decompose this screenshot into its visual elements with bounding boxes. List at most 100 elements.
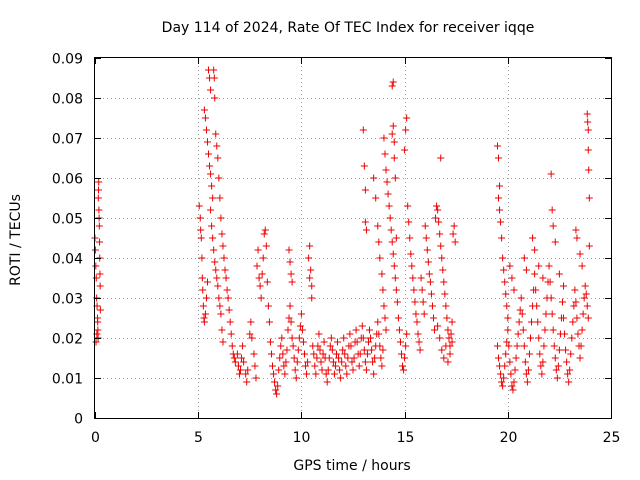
data-point xyxy=(272,386,280,394)
x-axis-label: GPS time / hours xyxy=(293,458,410,474)
data-point xyxy=(287,318,295,326)
data-point xyxy=(219,242,227,250)
data-point xyxy=(235,370,243,378)
data-point xyxy=(217,214,225,222)
data-point xyxy=(267,350,275,358)
data-point xyxy=(363,350,371,358)
data-point xyxy=(278,334,286,342)
data-point xyxy=(535,262,543,270)
data-point xyxy=(209,234,217,242)
data-point xyxy=(528,318,536,326)
data-point xyxy=(538,370,546,378)
data-point xyxy=(196,214,204,222)
data-point xyxy=(286,258,294,266)
data-point xyxy=(217,310,225,318)
data-point xyxy=(364,338,372,346)
data-point xyxy=(207,170,215,178)
data-point xyxy=(316,346,324,354)
data-point xyxy=(238,354,246,362)
data-point xyxy=(285,246,293,254)
data-point xyxy=(285,314,293,322)
data-point xyxy=(256,282,264,290)
data-point xyxy=(95,222,103,230)
data-point xyxy=(446,350,454,358)
data-point xyxy=(403,330,411,338)
data-point xyxy=(310,350,318,358)
data-point xyxy=(562,346,570,354)
data-point xyxy=(314,342,322,350)
data-point xyxy=(550,342,558,350)
data-point xyxy=(94,318,102,326)
data-point xyxy=(195,202,203,210)
data-point xyxy=(202,126,210,134)
data-point xyxy=(500,374,508,382)
data-point xyxy=(573,314,581,322)
data-point xyxy=(576,250,584,258)
data-point xyxy=(325,354,333,362)
y-tick-label: 0.06 xyxy=(52,172,83,188)
data-point xyxy=(298,326,306,334)
data-point xyxy=(403,114,411,122)
data-point xyxy=(372,194,380,202)
data-point xyxy=(412,310,420,318)
y-axis-label: ROTI / TECUs xyxy=(8,194,24,286)
data-point xyxy=(261,226,269,234)
data-point xyxy=(438,254,446,262)
data-point xyxy=(379,286,387,294)
data-point xyxy=(292,374,300,382)
data-point xyxy=(94,326,102,334)
data-point xyxy=(374,222,382,230)
data-point xyxy=(369,358,377,366)
data-point xyxy=(237,366,245,374)
data-point xyxy=(220,254,228,262)
data-point xyxy=(297,310,305,318)
data-point xyxy=(450,222,458,230)
data-point xyxy=(422,234,430,242)
data-point xyxy=(536,350,544,358)
data-point xyxy=(367,334,375,342)
data-point xyxy=(574,330,582,338)
data-point xyxy=(451,238,459,246)
data-point xyxy=(219,338,227,346)
data-point xyxy=(361,358,369,366)
data-point xyxy=(436,230,444,238)
data-point xyxy=(96,270,104,278)
data-point xyxy=(355,362,363,370)
data-point xyxy=(214,282,222,290)
data-point xyxy=(352,326,360,334)
data-point xyxy=(519,326,527,334)
data-point xyxy=(534,318,542,326)
data-point xyxy=(209,194,217,202)
data-point xyxy=(540,342,548,350)
data-point xyxy=(326,342,334,350)
y-tick-label: 0 xyxy=(74,412,83,428)
y-tick-label: 0.07 xyxy=(52,132,83,148)
data-point xyxy=(381,314,389,322)
data-point xyxy=(433,202,441,210)
data-point xyxy=(320,338,328,346)
data-point xyxy=(319,350,327,358)
data-point xyxy=(568,334,576,342)
data-point xyxy=(208,182,216,190)
data-point xyxy=(416,346,424,354)
data-point xyxy=(401,354,409,362)
data-point xyxy=(358,322,366,330)
y-tick-label: 0.09 xyxy=(52,52,83,68)
data-point xyxy=(509,386,517,394)
data-point xyxy=(565,378,573,386)
data-point xyxy=(248,334,256,342)
data-point xyxy=(400,366,408,374)
data-point xyxy=(434,206,442,214)
data-point xyxy=(394,314,402,322)
data-point xyxy=(387,226,395,234)
data-point xyxy=(510,378,518,386)
data-point xyxy=(313,354,321,362)
data-point xyxy=(493,342,501,350)
data-point xyxy=(567,350,575,358)
data-point xyxy=(206,162,214,170)
data-point xyxy=(293,358,301,366)
data-point xyxy=(384,190,392,198)
data-point xyxy=(317,358,325,366)
data-point xyxy=(522,266,530,274)
data-point xyxy=(409,274,417,282)
